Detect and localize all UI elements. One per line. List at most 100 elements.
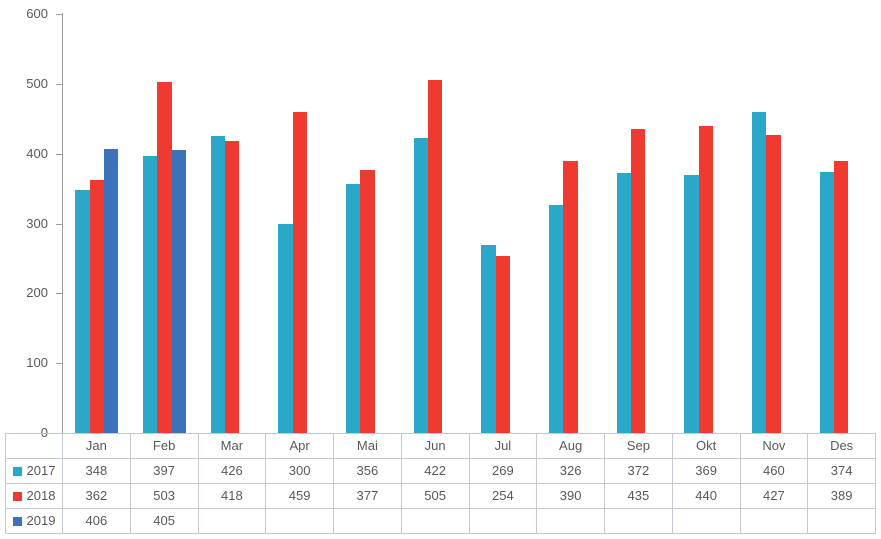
legend-swatch-2018-icon (12, 491, 22, 501)
table-header-row: Jan Feb Mar Apr Mai Jun Jul Aug Sep Okt Nov Des (5, 433, 876, 459)
bar-2018-Mai (360, 169, 375, 433)
bar-2017-Jan (75, 189, 90, 433)
y-axis-line (62, 13, 63, 433)
legend-cell-2017: 2017 (5, 458, 63, 484)
legend-label-2019: 2019 (26, 513, 56, 528)
bar-2017-Okt (684, 175, 699, 433)
bar-2017-Jun (413, 138, 428, 433)
y-axis-label-300: 300 (26, 215, 48, 231)
value-cell-2019-Jan: 406 (62, 508, 131, 534)
month-header-Nov: Nov (739, 433, 809, 459)
value-cell-2017-Apr: 300 (265, 458, 334, 484)
value-cell-2018-Apr: 459 (265, 483, 334, 509)
bar-2018-Nov (766, 134, 781, 433)
legend-swatch-2019-icon (12, 516, 22, 526)
value-cell-2018-Jun: 505 (400, 483, 470, 509)
bar-2018-Jan (89, 180, 105, 433)
value-cell-2019-Aug (536, 508, 605, 534)
table-row-2018: 2018 362 503 418 459 377 505 254 390 435 440 427 389 (5, 483, 876, 509)
month-header-Jul: Jul (468, 433, 538, 459)
bar-group-Okt (672, 14, 740, 433)
y-axis-tick-300 (56, 223, 62, 225)
bar-2018-Okt (698, 125, 714, 433)
value-cell-2019-Des (807, 508, 876, 534)
value-cell-2018-Okt: 440 (671, 483, 741, 509)
legend-cell-2019: 2019 (5, 508, 63, 534)
legend-swatch-2017-icon (12, 466, 22, 476)
bar-2018-Feb (157, 81, 172, 433)
bar-2018-Apr (292, 112, 308, 433)
value-cell-2017-Okt: 369 (671, 458, 741, 484)
value-cell-2017-Des: 374 (807, 458, 876, 484)
table-corner-cell (5, 433, 63, 459)
y-axis-tick-500 (56, 83, 62, 85)
legend-entry-2018: 2018 (7, 485, 62, 508)
month-header-Okt: Okt (671, 433, 741, 459)
bar-2018-Jul (495, 255, 511, 433)
bar-2018-Sep (631, 129, 646, 433)
y-axis-tick-400 (56, 153, 62, 155)
bar-2017-Feb (142, 155, 158, 433)
bar-2017-Nov (751, 111, 767, 433)
bar-group-Mai (334, 14, 402, 433)
legend-entry-2019: 2019 (7, 510, 62, 533)
value-cell-2019-Okt (671, 508, 741, 534)
bar-2017-Mai (345, 184, 361, 433)
plot-area (63, 14, 875, 433)
value-cell-2019-Mar (197, 508, 267, 534)
chart-data-table: Jan Feb Mar Apr Mai Jun Jul Aug Sep Okt Nov Des 2017… (5, 433, 876, 534)
bar-group-Feb (131, 14, 199, 433)
legend-cell-2018: 2018 (5, 483, 63, 509)
bar-group-Sep (604, 14, 672, 433)
value-cell-2017-Mar: 426 (197, 458, 267, 484)
value-cell-2019-Apr (265, 508, 334, 534)
month-header-Mar: Mar (197, 433, 267, 459)
value-cell-2018-Aug: 390 (536, 483, 605, 509)
value-cell-2018-Des: 389 (807, 483, 876, 509)
bar-group-Nov (740, 14, 808, 433)
bar-2018-Jun (428, 80, 443, 433)
value-cell-2017-Mai: 356 (333, 458, 402, 484)
month-header-Feb: Feb (129, 433, 199, 459)
bar-group-Aug (537, 14, 605, 433)
bar-group-Des (807, 14, 875, 433)
value-cell-2019-Jul (468, 508, 538, 534)
y-axis-label-600: 600 (26, 6, 48, 21)
value-cell-2017-Nov: 460 (739, 458, 809, 484)
legend-entry-2017: 2017 (7, 460, 62, 483)
bar-2017-Apr (278, 223, 293, 433)
value-cell-2017-Jul: 269 (468, 458, 538, 484)
table-row-2019: 2019 406 405 (5, 508, 876, 534)
bar-2018-Aug (563, 160, 578, 433)
bar-2017-Sep (616, 173, 632, 433)
month-header-Jun: Jun (400, 433, 470, 459)
bar-group-Apr (266, 14, 334, 433)
table-row-2017: 2017 348 397 426 300 356 422 269 326 372 369 460 374 (5, 458, 876, 484)
value-cell-2017-Sep: 372 (604, 458, 673, 484)
y-axis-label-400: 400 (26, 145, 48, 161)
bar-2017-Des (819, 171, 835, 433)
value-cell-2018-Nov: 427 (739, 483, 809, 509)
bar-2019-Jan (104, 149, 119, 433)
y-axis-tick-200 (56, 293, 62, 295)
value-cell-2018-Jan: 362 (62, 483, 131, 509)
month-header-Mai: Mai (333, 433, 402, 459)
bar-2017-Aug (548, 205, 564, 433)
value-cell-2019-Mai (333, 508, 402, 534)
bar-group-Jul (469, 14, 537, 433)
value-cell-2017-Jun: 422 (400, 458, 470, 484)
data-table: Jan Feb Mar Apr Mai Jun Jul Aug Sep Okt Nov Des 2017… (5, 433, 876, 534)
value-cell-2017-Jan: 348 (62, 458, 131, 484)
bar-2018-Des (834, 161, 849, 433)
y-axis-label-0: 0 (40, 425, 48, 440)
legend-label-2017: 2017 (26, 463, 56, 478)
y-axis-label-200: 200 (26, 285, 48, 301)
y-axis-label-100: 100 (26, 355, 48, 371)
value-cell-2019-Jun (400, 508, 470, 534)
value-cell-2019-Sep (604, 508, 673, 534)
bar-group-Jun (401, 14, 469, 433)
bar-group-Jan (63, 14, 131, 433)
month-header-Apr: Apr (265, 433, 334, 459)
y-axis-label-500: 500 (26, 75, 48, 91)
